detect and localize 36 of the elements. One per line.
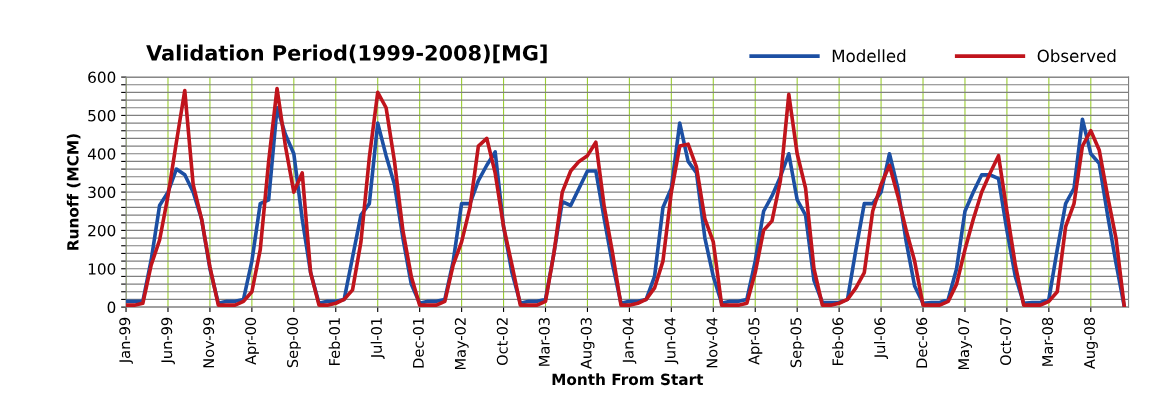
y-tick-label: 0: [107, 301, 116, 314]
x-tick-label: Aug-08: [1084, 317, 1098, 369]
x-tick-label: Feb-01: [328, 318, 340, 366]
x-tick-label: Sep-00: [287, 317, 301, 368]
x-tick-label: Sep-05: [790, 318, 805, 368]
y-tick-label: 400: [87, 148, 116, 160]
x-tick-label: Nov-99: [203, 317, 215, 368]
y-tick-label: 200: [88, 224, 116, 237]
x-tick-label: Aug-03: [580, 317, 595, 369]
legend-label: Modelled: [832, 49, 906, 63]
y-tick-label: 100: [88, 263, 116, 275]
x-tick-label: Jan-04: [622, 317, 637, 364]
x-tick-label: Dec-06: [916, 317, 928, 368]
x-tick-label: Apr-05: [748, 318, 763, 365]
x-tick-label: Dec-01: [412, 318, 424, 368]
x-tick-label: Jun-04: [664, 317, 679, 365]
y-tick-label: 600: [88, 71, 116, 84]
chart-title: Validation Period(1999-2008)[MG]: [146, 44, 547, 64]
x-axis-title: Month From Start: [552, 373, 704, 386]
x-tick-label: Mar-03: [538, 317, 550, 366]
x-tick-label: Jul-01: [370, 318, 385, 359]
x-tick-label: Apr-00: [245, 317, 259, 365]
y-tick-label: 500: [88, 109, 116, 122]
x-tick-label: Feb-06: [832, 317, 844, 366]
y-axis-title: Runoff (MCM): [66, 134, 81, 250]
y-tick-label: 300: [88, 186, 116, 199]
x-tick-label: May-02: [454, 318, 469, 370]
x-tick-label: Oct-07: [1000, 318, 1012, 366]
x-tick-label: Mar-08: [1042, 317, 1054, 366]
x-tick-label: Jul-06: [874, 317, 889, 359]
legend-label: Observed: [1037, 49, 1116, 63]
x-tick-label: Nov-04: [706, 317, 718, 368]
x-tick-label: Jan-99: [119, 317, 133, 364]
x-tick-label: Jun-99: [161, 317, 175, 365]
x-tick-label: Oct-02: [496, 318, 508, 366]
x-tick-label: May-07: [958, 318, 973, 370]
